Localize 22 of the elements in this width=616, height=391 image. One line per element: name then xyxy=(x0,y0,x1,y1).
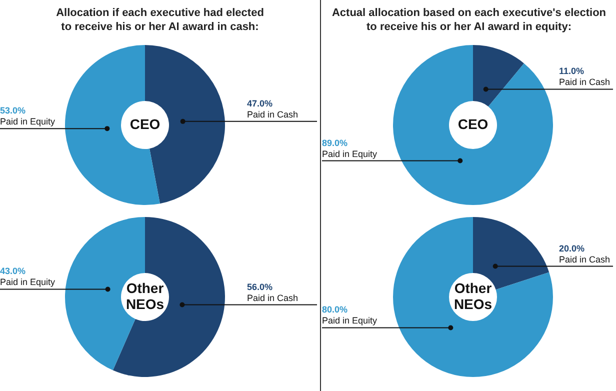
data-label: 56.0% xyxy=(247,282,273,292)
slice-label: Paid in Cash xyxy=(247,292,298,303)
slice-label: Paid in Equity xyxy=(0,277,56,288)
data-label: 89.0% xyxy=(322,138,348,148)
data-label: 43.0% xyxy=(0,266,26,276)
text: CEO xyxy=(130,116,160,132)
data-label: 53.0% xyxy=(0,106,26,116)
data-label: 20.0% xyxy=(558,243,584,254)
text: CEO xyxy=(458,116,488,132)
text: Other NEOs xyxy=(126,280,164,312)
data-label: 47.0% xyxy=(247,98,273,108)
chart-title: Actual allocation based on each executive's election to receive his or her AI award in equity: xyxy=(330,6,608,34)
slice-label: Paid in Cash xyxy=(558,254,610,264)
data-label: 80.0% xyxy=(322,304,348,315)
slice-label: Paid in Equity xyxy=(322,148,378,159)
slice-label: Paid in Cash xyxy=(558,77,610,88)
slice-label: Paid in Equity xyxy=(0,116,56,127)
text: Other NEOs xyxy=(454,280,492,312)
slice-label: Paid in Cash xyxy=(247,109,298,120)
data-label: 11.0% xyxy=(558,66,584,76)
chart-title: Allocation if each executive had elected to receive his or her AI award in cash: xyxy=(55,6,265,34)
slice-label: Paid in Equity xyxy=(322,316,378,326)
